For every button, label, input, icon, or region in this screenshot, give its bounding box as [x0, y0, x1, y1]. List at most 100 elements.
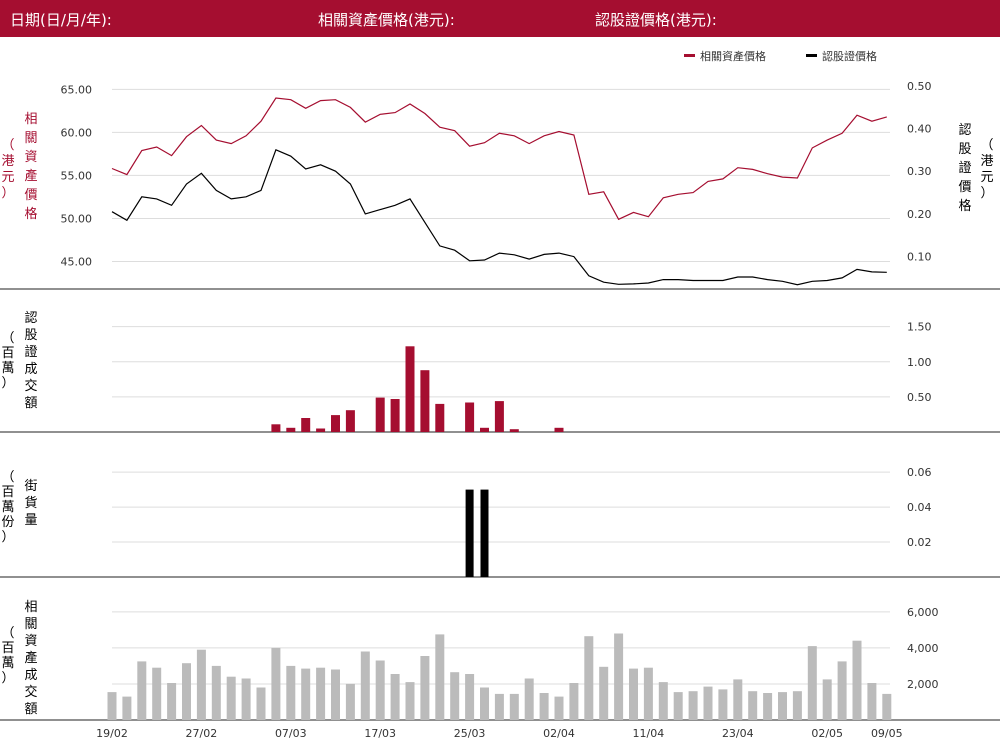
underlying-turnover-bar: [226, 676, 236, 720]
warrant-turnover-bar: [271, 424, 281, 432]
underlying-turnover-bar: [733, 679, 743, 720]
outstanding-axis-label-char: 街: [24, 479, 37, 494]
underlying-turnover-bar: [465, 674, 475, 720]
underlying-turnover-bar: [405, 682, 415, 720]
left-price-axis-label-char: 關: [24, 131, 37, 146]
underlying-turnover-bar: [599, 666, 609, 720]
underlying-turnover-bar: [435, 634, 445, 720]
right-price-tick-label: 0.30: [907, 165, 932, 178]
underlying-turnover-bar: [167, 683, 177, 720]
warrant-price-readout-label: 認股證價格(港元):: [595, 11, 717, 29]
warrant-turnover-bar: [494, 401, 504, 432]
warrant-turnover-bar: [375, 397, 385, 432]
left-price-axis-label-char: 相: [24, 112, 37, 127]
warrant-turnover-bar: [554, 427, 564, 432]
date-readout-label: 日期(日/月/年):: [10, 11, 112, 29]
warrant-turnover-bar: [509, 429, 519, 432]
underlying-turnover-bar: [718, 689, 728, 720]
underlying-turnover-bar: [211, 665, 221, 720]
underlying-turnover-bar: [509, 693, 519, 720]
underlying-turnover-bar: [390, 674, 400, 720]
underlying-turnover-axis-label-char: 相: [24, 600, 37, 615]
outstanding-axis-unit-char: 百: [1, 485, 14, 500]
warrant-turnover-tick-label: 1.50: [907, 321, 932, 334]
underlying-turnover-bar: [658, 682, 668, 720]
warrant-price-line: [111, 148, 887, 286]
underlying-turnover-bar: [286, 665, 296, 720]
left-price-axis-label-char: 產: [24, 168, 37, 184]
underlying-turnover-bar: [256, 687, 266, 720]
legend: 相關資產價格 認股證價格: [684, 49, 877, 63]
right-price-axis-label-char: 價: [958, 180, 971, 195]
warrant-turnover-bar: [331, 415, 340, 432]
underlying-turnover-tick-label: 2,000: [907, 678, 939, 691]
outstanding-bar: [465, 489, 474, 577]
warrant-turnover-bar: [286, 427, 296, 432]
warrant-turnover-tick-label: 0.50: [907, 391, 932, 404]
warrant-turnover-tick-label: 1.00: [907, 356, 932, 369]
outstanding-bar: [480, 489, 489, 577]
warrant-turnover-bar: [405, 346, 415, 432]
right-price-tick-label: 0.10: [907, 251, 932, 264]
left-price-tick-label: 50.00: [61, 212, 93, 225]
underlying-turnover-bar: [867, 683, 877, 720]
left-price-tick-label: 45.00: [61, 255, 93, 268]
outstanding-axis-unit-char: 萬: [1, 500, 14, 515]
outstanding-axis-unit-char: ）: [1, 530, 14, 545]
underlying-turnover-bar: [271, 647, 281, 720]
left-price-axis-unit-char: （: [1, 138, 14, 153]
underlying-price-line: [111, 97, 887, 221]
underlying-turnover-bar: [316, 667, 326, 720]
underlying-turnover-bar: [643, 667, 653, 720]
warrant-turnover-axis-label-char: 成: [24, 362, 37, 377]
underlying-turnover-bar: [301, 668, 311, 720]
x-axis-date-label: 07/03: [275, 727, 307, 740]
underlying-turnover-axis-label-char: 交: [24, 684, 37, 700]
warrant-turnover-axis-label-char: 股: [24, 328, 37, 343]
underlying-turnover-bar: [137, 661, 147, 720]
underlying-turnover-bar: [837, 661, 847, 720]
underlying-turnover-bar: [792, 691, 802, 720]
outstanding-tick-label: 0.02: [907, 536, 932, 549]
x-axis-date-label: 23/04: [722, 727, 754, 740]
x-axis-date-label: 02/04: [543, 727, 575, 740]
outstanding-tick-label: 0.04: [907, 501, 932, 514]
underlying-turnover-bar: [450, 672, 460, 720]
x-axis-date-label: 11/04: [633, 727, 665, 740]
warrant-turnover-bar: [316, 428, 326, 432]
legend-warrant-label: 認股證價格: [822, 49, 877, 63]
underlying-turnover-bar: [241, 678, 251, 720]
underlying-turnover-bar: [778, 692, 787, 720]
x-axis-date-label: 25/03: [454, 727, 486, 740]
x-axis-date-label: 02/05: [811, 727, 843, 740]
warrant-turnover-axis-unit-char: ）: [1, 376, 14, 391]
underlying-turnover-bar: [345, 683, 355, 720]
gridlines: [112, 88, 890, 685]
underlying-turnover-bar: [584, 636, 594, 720]
warrant-turnover-axis-label-char: 證: [24, 344, 37, 360]
left-price-axis-label-char: 價: [24, 188, 37, 203]
warrant-chart[interactable]: 相關資產價格 認股證價格 65.0060.0055.0050.0045.000.…: [0, 37, 1000, 751]
legend-warrant-swatch: [806, 54, 817, 57]
underlying-turnover-bar: [182, 663, 191, 720]
x-axis-date-label: 17/03: [364, 727, 396, 740]
underlying-turnover-bar: [554, 696, 564, 720]
underlying-turnover-bar: [524, 678, 534, 720]
legend-underlying-swatch: [684, 54, 695, 57]
underlying-turnover-bar: [763, 693, 773, 720]
underlying-turnover-bar: [822, 679, 832, 720]
chart-marks: [107, 97, 892, 720]
left-price-axis-unit-char: ）: [1, 186, 14, 201]
underlying-turnover-tick-label: 6,000: [907, 606, 939, 619]
warrant-turnover-axis-unit-char: 百: [1, 346, 14, 361]
right-price-axis-label-char: 股: [958, 142, 971, 157]
legend-underlying-label: 相關資產價格: [700, 49, 766, 63]
right-price-axis-unit-char: ）: [980, 186, 993, 201]
underlying-turnover-axis-unit-char: 萬: [1, 656, 14, 671]
outstanding-axis-unit-char: 份: [1, 515, 14, 530]
left-price-axis-unit-char: 港: [1, 154, 14, 169]
right-price-tick-label: 0.50: [907, 80, 932, 93]
left-price-axis-label-char: 格: [24, 206, 37, 222]
outstanding-axis-label-char: 量: [24, 513, 37, 528]
underlying-price-readout-label: 相關資產價格(港元):: [318, 11, 455, 29]
